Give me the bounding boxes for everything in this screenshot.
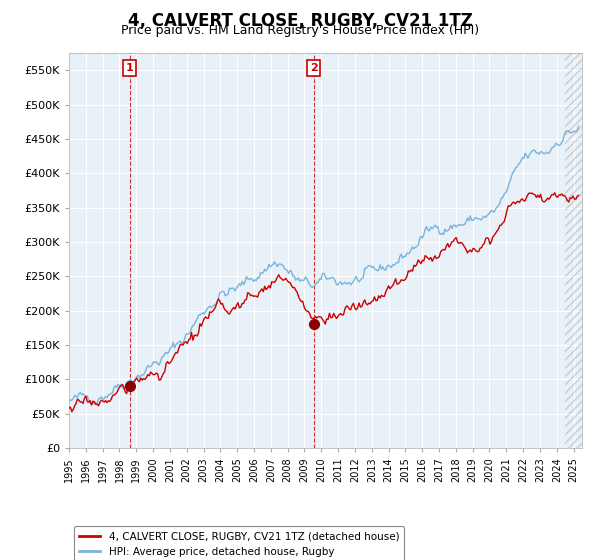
- Text: Price paid vs. HM Land Registry's House Price Index (HPI): Price paid vs. HM Land Registry's House …: [121, 24, 479, 37]
- Text: 1: 1: [126, 63, 134, 73]
- Bar: [565, 53, 599, 448]
- Text: 2: 2: [310, 63, 318, 73]
- Text: 4, CALVERT CLOSE, RUGBY, CV21 1TZ: 4, CALVERT CLOSE, RUGBY, CV21 1TZ: [128, 12, 472, 30]
- Legend: 4, CALVERT CLOSE, RUGBY, CV21 1TZ (detached house), HPI: Average price, detached: 4, CALVERT CLOSE, RUGBY, CV21 1TZ (detac…: [74, 526, 404, 560]
